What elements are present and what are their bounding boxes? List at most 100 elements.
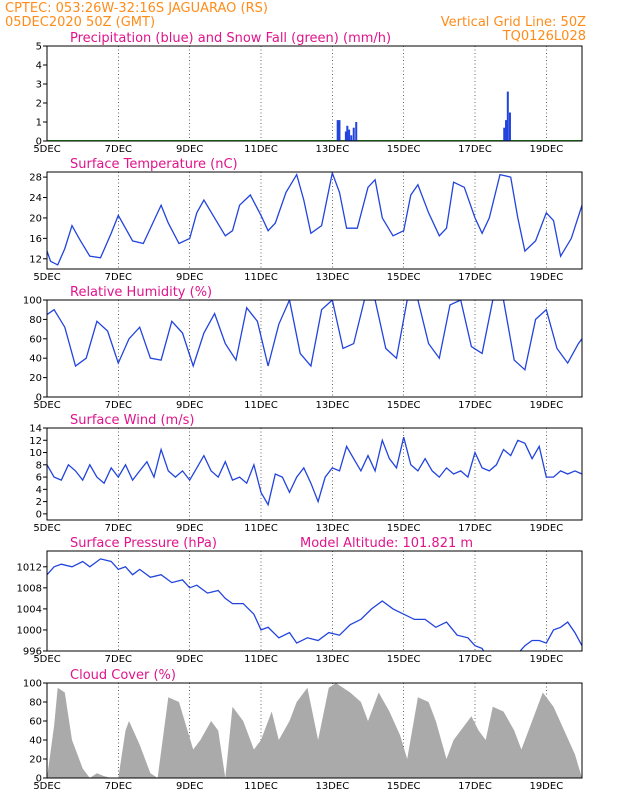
- plot-frame: [46, 550, 583, 652]
- y-tick-label: 0: [36, 774, 42, 785]
- x-tick-label: 17DEC: [458, 400, 492, 411]
- x-tick-label: 7DEC: [105, 272, 132, 283]
- x-tick-label: 17DEC: [458, 654, 492, 665]
- x-tick-label: 7DEC: [105, 781, 132, 792]
- panel-title: Surface Wind (m/s): [70, 413, 194, 428]
- y-tick-label: 20: [29, 373, 42, 384]
- precip-bar: [338, 120, 341, 141]
- x-tick-label: 5DEC: [33, 400, 60, 411]
- precip-bar: [350, 135, 353, 141]
- y-tick-label: 12: [29, 254, 42, 265]
- x-tick-label: 7DEC: [105, 523, 132, 534]
- y-tick-label: 0: [36, 509, 42, 520]
- panels: 5DEC 7DEC 9DEC 11DEC 13DEC 15DEC 17DEC 19DEC012…: [17, 31, 583, 792]
- y-tick-label: 1000: [17, 625, 42, 636]
- y-tick-label: 20: [29, 755, 42, 766]
- panel-cloud: 5DEC 7DEC 9DEC 11DEC 13DEC 15DEC 17DEC 19DEC 0 20…: [23, 668, 583, 792]
- x-tick-label: 9DEC: [176, 654, 203, 665]
- y-tick-label: 60: [29, 717, 42, 728]
- y-tick-label: 996: [23, 647, 42, 658]
- plot-frame: [46, 682, 583, 779]
- x-tick-label: 13DEC: [315, 523, 349, 534]
- y-tick-label: 16: [29, 234, 42, 245]
- precip-bar: [503, 127, 506, 141]
- precip-bar: [352, 127, 355, 141]
- precip-bar: [508, 112, 511, 141]
- panel-temp: 5DEC 7DEC 9DEC 11DEC 13DEC 15DEC 17DEC 19DEC 12 1…: [29, 157, 583, 283]
- x-tick-label: 7DEC: [105, 400, 132, 411]
- x-tick-label: 17DEC: [458, 144, 492, 155]
- x-tick-label: 5DEC: [33, 523, 60, 534]
- x-tick-label: 5DEC: [33, 144, 60, 155]
- header-grid-note: Vertical Grid Line: 50Z: [441, 15, 586, 30]
- x-tick-label: 9DEC: [176, 781, 203, 792]
- x-tick-label: 13DEC: [315, 144, 349, 155]
- y-tick-label: 60: [29, 334, 42, 345]
- y-tick-label: 6: [36, 473, 42, 484]
- x-tick-label: 11DEC: [244, 781, 278, 792]
- precip-bar: [344, 131, 347, 141]
- rh-data: [47, 300, 582, 372]
- y-tick-label: 40: [29, 354, 42, 365]
- y-tick-label: 14: [29, 424, 42, 435]
- y-tick-label: 2: [36, 497, 42, 508]
- x-tick-label: 11DEC: [244, 523, 278, 534]
- x-tick-label: 5DEC: [33, 654, 60, 665]
- y-tick-label: 0: [36, 393, 42, 404]
- header-date: 05DEC2020 50Z (GMT): [5, 15, 155, 30]
- y-tick-label: 5: [36, 42, 42, 53]
- x-tick-label: 13DEC: [315, 400, 349, 411]
- precip-bar: [348, 129, 351, 141]
- wind-data: [47, 437, 582, 507]
- y-tick-label: 100: [23, 679, 42, 690]
- panel-subtitle: Model Altitude: 101.821 m: [300, 536, 473, 551]
- x-tick-label: 19DEC: [529, 144, 563, 155]
- x-tick-label: 15DEC: [387, 272, 421, 283]
- panel-pressure: 5DEC 7DEC 9DEC 11DEC 13DEC 15DEC 17DEC 19DEC 996…: [17, 536, 583, 665]
- y-tick-label: 1012: [17, 562, 42, 573]
- y-tick-label: 100: [23, 296, 42, 307]
- x-tick-label: 5DEC: [33, 272, 60, 283]
- precip-bar: [505, 120, 508, 141]
- y-tick-label: 24: [29, 193, 42, 204]
- x-tick-label: 9DEC: [176, 523, 203, 534]
- rh-series-line: [47, 300, 582, 372]
- panel-wind: 5DEC 7DEC 9DEC 11DEC 13DEC 15DEC 17DEC 19DEC 024…: [29, 413, 583, 534]
- x-tick-label: 9DEC: [176, 400, 203, 411]
- x-tick-label: 13DEC: [315, 272, 349, 283]
- x-tick-label: 15DEC: [387, 523, 421, 534]
- temp-data: [47, 172, 582, 266]
- y-tick-label: 4: [36, 485, 42, 496]
- x-tick-label: 15DEC: [387, 400, 421, 411]
- x-tick-label: 19DEC: [529, 654, 563, 665]
- plot-frame: [46, 45, 583, 142]
- cloud-data: [47, 683, 582, 778]
- precip-bar: [346, 125, 349, 141]
- panel-title: Surface Pressure (hPa): [70, 536, 217, 551]
- pressure-series-line: [47, 558, 582, 651]
- panel-title: Relative Humidity (%): [70, 285, 212, 300]
- x-tick-label: 7DEC: [105, 144, 132, 155]
- precip-bar: [506, 91, 509, 141]
- x-tick-label: 17DEC: [458, 781, 492, 792]
- x-tick-label: 13DEC: [315, 654, 349, 665]
- panel-title: Surface Temperature (nC): [70, 157, 238, 172]
- precip-data: [47, 91, 582, 141]
- x-tick-label: 9DEC: [176, 272, 203, 283]
- panel-rh: 5DEC 7DEC 9DEC 11DEC 13DEC 15DEC 17DEC 19DEC 0 20…: [23, 285, 583, 411]
- x-tick-label: 9DEC: [176, 144, 203, 155]
- header-code: TQ0126L028: [502, 29, 586, 44]
- plot-frame: [46, 427, 583, 521]
- x-tick-label: 13DEC: [315, 781, 349, 792]
- x-tick-label: 11DEC: [244, 272, 278, 283]
- x-tick-label: 19DEC: [529, 781, 563, 792]
- y-tick-label: 3: [36, 80, 42, 91]
- precip-bar: [355, 122, 358, 141]
- plot-frame: [46, 171, 583, 270]
- y-tick-label: 1: [36, 118, 42, 129]
- precip-bar: [336, 120, 339, 141]
- x-tick-label: 17DEC: [458, 272, 492, 283]
- x-tick-label: 11DEC: [244, 144, 278, 155]
- y-tick-label: 1004: [17, 604, 42, 615]
